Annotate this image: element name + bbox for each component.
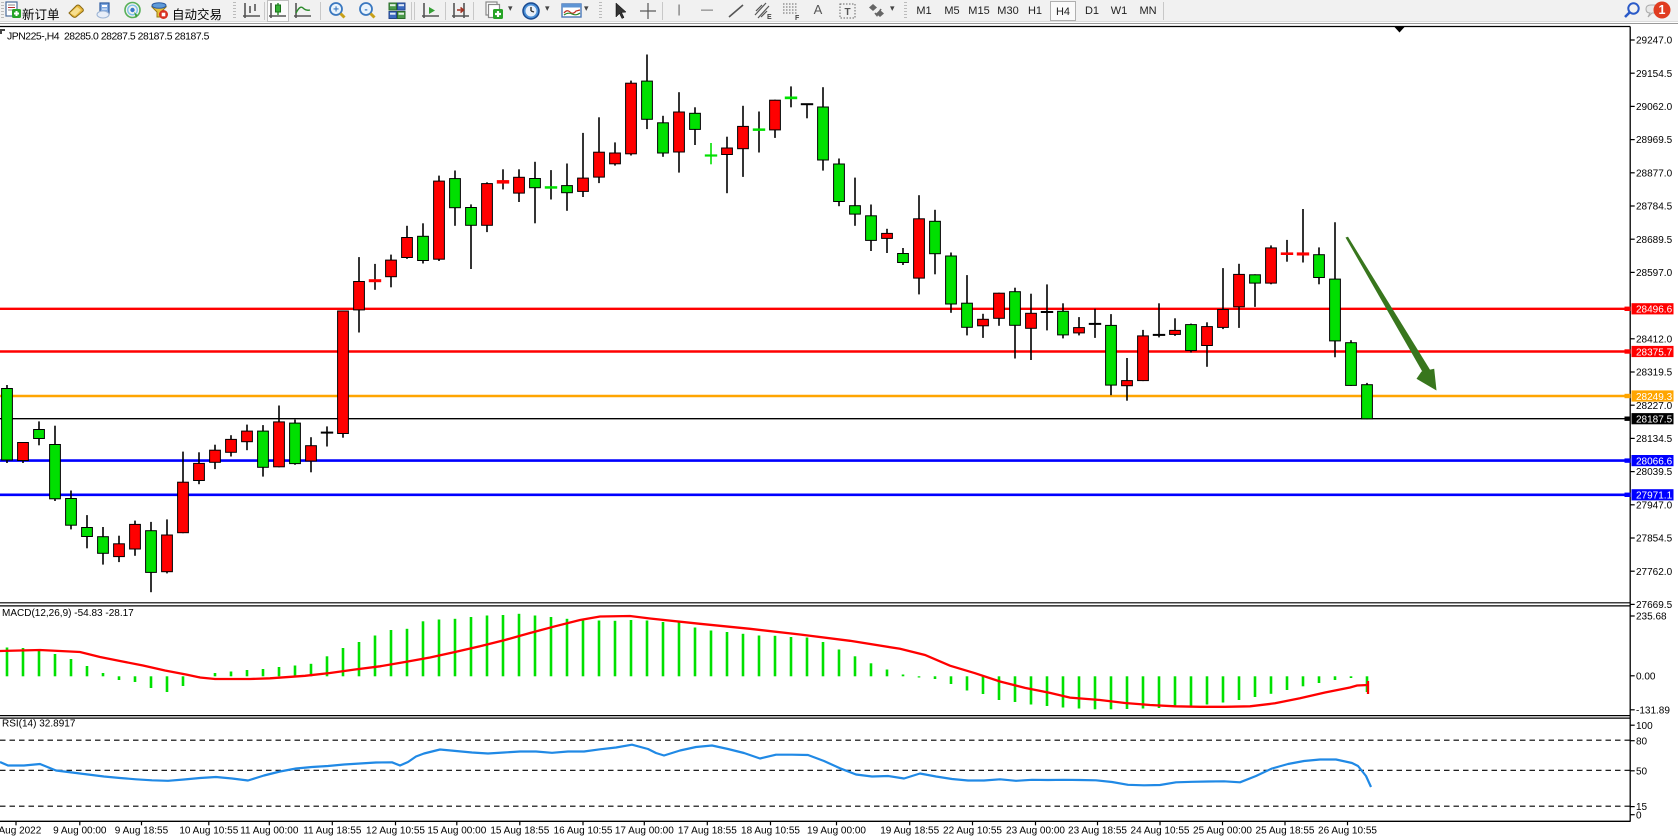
svg-text:80: 80: [1636, 736, 1648, 747]
svg-text:24 Aug 10:55: 24 Aug 10:55: [1131, 826, 1190, 836]
svg-text:11 Aug 00:00: 11 Aug 00:00: [240, 826, 299, 836]
svg-text:28187.5: 28187.5: [1636, 415, 1673, 426]
svg-text:27854.5: 27854.5: [1636, 534, 1673, 545]
svg-text:29154.5: 29154.5: [1636, 69, 1673, 80]
svg-text:27669.5: 27669.5: [1636, 600, 1673, 611]
svg-text:28066.6: 28066.6: [1636, 456, 1673, 467]
svg-text:25 Aug 00:00: 25 Aug 00:00: [1193, 826, 1252, 836]
svg-text:23 Aug 00:00: 23 Aug 00:00: [1006, 826, 1065, 836]
svg-text:28877.0: 28877.0: [1636, 168, 1673, 179]
svg-text:15: 15: [1636, 802, 1648, 813]
svg-text:235.68: 235.68: [1636, 612, 1667, 623]
svg-text:22 Aug 10:55: 22 Aug 10:55: [943, 826, 1002, 836]
svg-text:50: 50: [1636, 766, 1648, 777]
svg-text:0.00: 0.00: [1636, 671, 1656, 682]
svg-text:15 Aug 00:00: 15 Aug 00:00: [427, 826, 486, 836]
svg-text:F: F: [795, 15, 800, 21]
svg-text:28249.3: 28249.3: [1636, 392, 1673, 403]
svg-text:16 Aug 10:55: 16 Aug 10:55: [554, 826, 613, 836]
svg-text:-: -: [364, 5, 367, 16]
svg-text:28375.7: 28375.7: [1636, 347, 1673, 358]
svg-text:26 Aug 10:55: 26 Aug 10:55: [1318, 826, 1377, 836]
svg-text:JPN225-,H4 28285.0 28287.5 28: JPN225-,H4 28285.0 28287.5 28187.5 28187…: [7, 32, 210, 43]
svg-text:RSI(14) 32.8917: RSI(14) 32.8917: [2, 719, 76, 730]
svg-text:27947.0: 27947.0: [1636, 500, 1673, 511]
svg-text:1: 1: [1659, 3, 1666, 17]
svg-text:28689.5: 28689.5: [1636, 235, 1673, 246]
svg-text:27762.0: 27762.0: [1636, 567, 1673, 578]
svg-text:E: E: [767, 14, 772, 21]
svg-text:19 Aug 18:55: 19 Aug 18:55: [880, 826, 939, 836]
svg-text:25 Aug 18:55: 25 Aug 18:55: [1256, 826, 1315, 836]
svg-text:28969.5: 28969.5: [1636, 135, 1673, 146]
svg-text:28597.0: 28597.0: [1636, 268, 1673, 279]
svg-text:11 Aug 18:55: 11 Aug 18:55: [303, 826, 362, 836]
svg-text:28412.0: 28412.0: [1636, 334, 1673, 345]
svg-text:19 Aug 00:00: 19 Aug 00:00: [807, 826, 866, 836]
svg-text:9 Aug 00:00: 9 Aug 00:00: [53, 826, 107, 836]
svg-text:29062.0: 29062.0: [1636, 102, 1673, 113]
svg-text:27971.1: 27971.1: [1636, 491, 1673, 502]
svg-text:9 Aug 18:55: 9 Aug 18:55: [115, 826, 169, 836]
svg-text:-131.89: -131.89: [1636, 705, 1670, 716]
svg-text:29247.0: 29247.0: [1636, 36, 1673, 47]
svg-text:28134.5: 28134.5: [1636, 434, 1673, 445]
svg-text:23 Aug 18:55: 23 Aug 18:55: [1068, 826, 1127, 836]
svg-text:0: 0: [1636, 810, 1642, 821]
svg-text:100: 100: [1636, 721, 1653, 732]
svg-text:15 Aug 18:55: 15 Aug 18:55: [490, 826, 549, 836]
svg-text:8 Aug 2022: 8 Aug 2022: [0, 826, 42, 836]
svg-text:12 Aug 10:55: 12 Aug 10:55: [366, 826, 425, 836]
svg-text:28039.5: 28039.5: [1636, 467, 1673, 478]
svg-text:MACD(12,26,9) -54.83 -28.17: MACD(12,26,9) -54.83 -28.17: [2, 608, 134, 619]
svg-text:10 Aug 10:55: 10 Aug 10:55: [179, 826, 238, 836]
svg-text:28227.0: 28227.0: [1636, 401, 1673, 412]
svg-text:17 Aug 18:55: 17 Aug 18:55: [678, 826, 737, 836]
svg-text:+: +: [333, 5, 339, 16]
svg-text:28784.5: 28784.5: [1636, 202, 1673, 213]
svg-text:18 Aug 10:55: 18 Aug 10:55: [741, 826, 800, 836]
svg-text:28496.6: 28496.6: [1636, 305, 1673, 316]
svg-text:28319.5: 28319.5: [1636, 368, 1673, 379]
svg-text:17 Aug 00:00: 17 Aug 00:00: [615, 826, 674, 836]
svg-text:T: T: [844, 7, 850, 18]
